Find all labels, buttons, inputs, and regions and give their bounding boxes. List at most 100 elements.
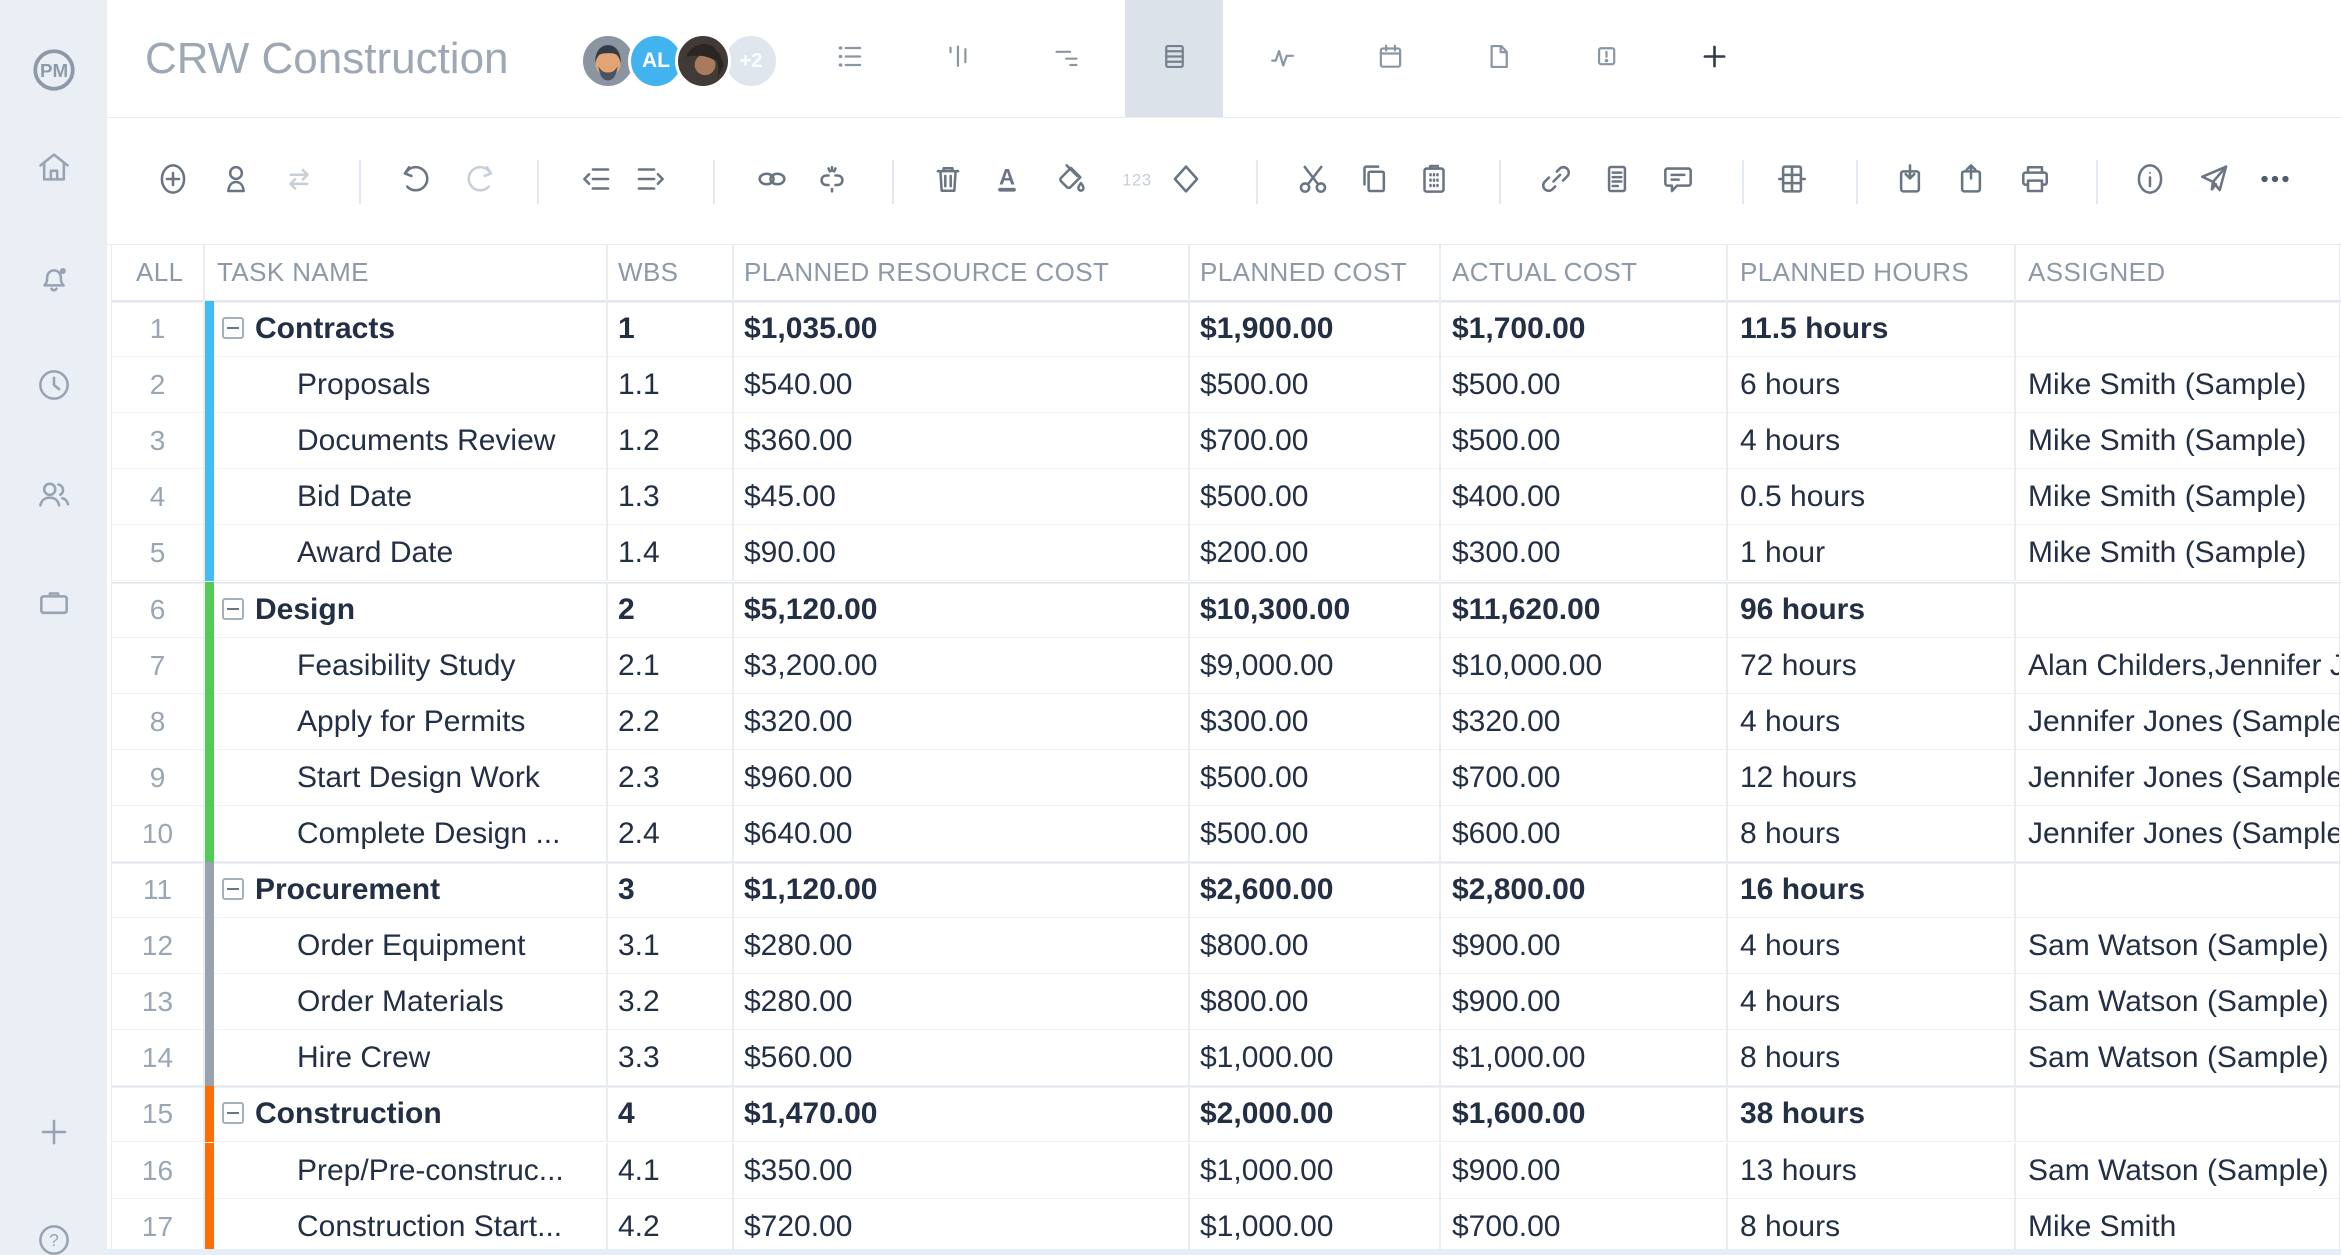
column-header-name[interactable]: TASK NAME [204, 245, 607, 301]
cell-prc[interactable]: $3,200.00 [733, 637, 1189, 694]
column-header-ph[interactable]: PLANNED HOURS [1727, 245, 2015, 301]
cell-ac[interactable]: $900.00 [1440, 974, 1727, 1031]
cell-ph[interactable]: 4 hours [1727, 974, 2015, 1031]
column-header-num[interactable]: ALL [111, 245, 204, 301]
tab-calendar-view[interactable] [1341, 0, 1439, 117]
cell-prc[interactable]: $560.00 [733, 1030, 1189, 1087]
cell-pc[interactable]: $500.00 [1189, 805, 1440, 862]
cell-prc[interactable]: $540.00 [733, 357, 1189, 414]
cell-wbs[interactable]: 2.3 [607, 749, 733, 806]
cell-ph[interactable]: 13 hours [1727, 1142, 2015, 1199]
row-number[interactable]: 3 [111, 413, 204, 470]
notes-button[interactable] [1588, 118, 1646, 244]
sidebar-add-icon[interactable] [0, 1096, 107, 1168]
sidebar-time-icon[interactable] [0, 349, 107, 421]
cell-wbs[interactable]: 2.2 [607, 693, 733, 750]
collapse-toggle[interactable] [222, 317, 244, 339]
link-tasks-button[interactable] [743, 118, 801, 244]
row-number[interactable]: 4 [111, 469, 204, 526]
cell-prc[interactable]: $640.00 [733, 805, 1189, 862]
row-number[interactable]: 2 [111, 357, 204, 414]
sidebar-team-icon[interactable] [0, 458, 107, 530]
cell-ph[interactable]: 1 hour [1727, 525, 2015, 582]
cell-prc[interactable]: $360.00 [733, 413, 1189, 470]
milestone-button[interactable] [1157, 118, 1215, 244]
cell-name[interactable]: Proposals [204, 357, 607, 414]
row-number[interactable]: 6 [111, 581, 204, 638]
comment-button[interactable] [1649, 118, 1707, 244]
row-number[interactable]: 15 [111, 1086, 204, 1143]
cell-ac[interactable]: $500.00 [1440, 413, 1727, 470]
share-button[interactable] [2185, 118, 2243, 244]
cell-assigned[interactable]: Mike Smith (Sample) [2015, 525, 2340, 582]
cell-prc[interactable]: $45.00 [733, 469, 1189, 526]
cell-ph[interactable]: 6 hours [1727, 357, 2015, 414]
cell-name[interactable]: Feasibility Study [204, 637, 607, 694]
row-number[interactable]: 7 [111, 637, 204, 694]
cell-ac[interactable]: $900.00 [1440, 1142, 1727, 1199]
cell-wbs[interactable]: 1.1 [607, 357, 733, 414]
add-task-button[interactable] [144, 118, 202, 244]
cell-ph[interactable]: 8 hours [1727, 1198, 2015, 1255]
cell-wbs[interactable]: 4.1 [607, 1142, 733, 1199]
row-number[interactable]: 16 [111, 1142, 204, 1199]
cell-ac[interactable]: $600.00 [1440, 805, 1727, 862]
cell-wbs[interactable]: 2 [607, 581, 733, 638]
cell-pc[interactable]: $1,000.00 [1189, 1198, 1440, 1255]
cell-assigned[interactable] [2015, 1086, 2340, 1143]
outdent-button[interactable] [568, 118, 626, 244]
cell-assigned[interactable]: Jennifer Jones (Sample) [2015, 805, 2340, 862]
cell-ac[interactable]: $700.00 [1440, 1198, 1727, 1255]
export-button[interactable] [1942, 118, 2000, 244]
sidebar-home-icon[interactable] [0, 131, 107, 203]
cell-ac[interactable]: $10,000.00 [1440, 637, 1727, 694]
cell-pc[interactable]: $2,000.00 [1189, 1086, 1440, 1143]
cell-ph[interactable]: 8 hours [1727, 805, 2015, 862]
cell-name[interactable]: Bid Date [204, 469, 607, 526]
avatar-1[interactable] [580, 33, 636, 89]
row-number[interactable]: 13 [111, 974, 204, 1031]
cell-assigned[interactable]: Mike Smith (Sample) [2015, 357, 2340, 414]
columns-button[interactable] [1763, 118, 1821, 244]
cell-ac[interactable]: $900.00 [1440, 918, 1727, 975]
row-number[interactable]: 14 [111, 1030, 204, 1087]
tab-alert-view[interactable] [1557, 0, 1655, 117]
cell-pc[interactable]: $800.00 [1189, 974, 1440, 1031]
cell-pc[interactable]: $700.00 [1189, 413, 1440, 470]
tab-list-view[interactable] [801, 0, 899, 117]
collapse-toggle[interactable] [222, 597, 244, 620]
tab-page-view[interactable] [1449, 0, 1547, 117]
cell-ph[interactable]: 96 hours [1727, 581, 2015, 638]
cell-ph[interactable]: 11.5 hours [1727, 301, 2015, 357]
cell-assigned[interactable]: Sam Watson (Sample) [2015, 918, 2340, 975]
cell-pc[interactable]: $300.00 [1189, 693, 1440, 750]
cell-ac[interactable]: $11,620.00 [1440, 581, 1727, 638]
cell-name[interactable]: Order Equipment [204, 918, 607, 975]
paste-button[interactable] [1405, 118, 1463, 244]
sidebar-help-icon[interactable]: ? [0, 1204, 107, 1255]
cell-pc[interactable]: $800.00 [1189, 918, 1440, 975]
cell-prc[interactable]: $280.00 [733, 918, 1189, 975]
more-button[interactable] [2246, 118, 2304, 244]
avatar-2[interactable]: AL [628, 33, 684, 89]
cell-ac[interactable]: $400.00 [1440, 469, 1727, 526]
cell-assigned[interactable]: Mike Smith (Sample) [2015, 469, 2340, 526]
cell-name[interactable]: Order Materials [204, 974, 607, 1031]
cut-button[interactable] [1284, 118, 1342, 244]
horizontal-scrollbar[interactable] [107, 1249, 2341, 1255]
tab-activity-view[interactable] [1233, 0, 1331, 117]
cell-ph[interactable]: 72 hours [1727, 637, 2015, 694]
cell-wbs[interactable]: 3.2 [607, 974, 733, 1031]
cell-prc[interactable]: $720.00 [733, 1198, 1189, 1255]
info-button[interactable] [2121, 118, 2179, 244]
cell-name[interactable]: Contracts [204, 301, 607, 357]
cell-assigned[interactable] [2015, 581, 2340, 638]
cell-wbs[interactable]: 1.2 [607, 413, 733, 470]
row-number[interactable]: 17 [111, 1198, 204, 1255]
column-header-pc[interactable]: PLANNED COST [1189, 245, 1440, 301]
cell-ph[interactable]: 38 hours [1727, 1086, 2015, 1143]
sidebar-portfolio-icon[interactable] [0, 567, 107, 639]
copy-button[interactable] [1345, 118, 1403, 244]
font-color-button[interactable]: A [978, 118, 1036, 244]
collapse-toggle[interactable] [222, 1102, 244, 1125]
